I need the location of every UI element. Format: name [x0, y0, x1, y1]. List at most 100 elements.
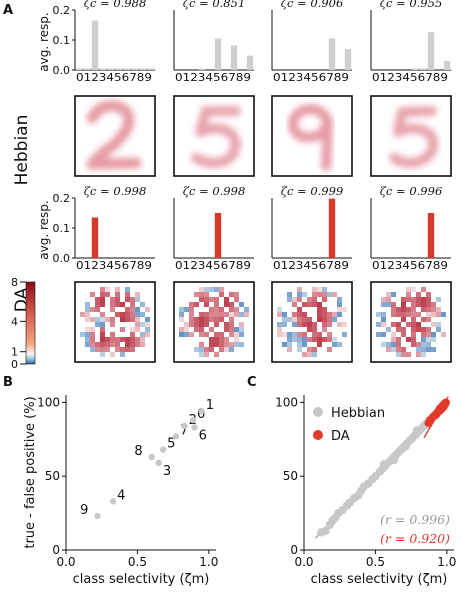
hist-xticks: 0123456789 [76, 260, 152, 272]
r-hebbian: (r = 0.996) [380, 512, 450, 527]
hist-bar [214, 213, 222, 258]
hist-bar [107, 68, 115, 70]
y-tick-label: 50 [283, 469, 298, 483]
legend-marker-da [313, 430, 323, 440]
da-image-row [74, 281, 452, 363]
legend-label-hebbian: Hebbian [331, 406, 385, 421]
hebbian-image-2 [74, 95, 156, 177]
point-label: 5 [167, 437, 175, 452]
scatter-point-da [440, 403, 448, 411]
hist-ytick: 0.1 [53, 222, 71, 235]
hist-zeta: ζc = 0.906 [281, 0, 344, 10]
x-tick-label: 1.0 [199, 555, 218, 569]
hist-panel: ζc = 0.955 0123456789 [370, 0, 451, 84]
scatter-point [189, 416, 197, 424]
scatter-point-da [433, 410, 441, 418]
scatter-point [172, 433, 180, 440]
hist-xticks: 0123456789 [175, 260, 251, 272]
point-label: 9 [80, 503, 88, 518]
hebbian-histogram-row: avg. resp.ζc = 0.98801234567890.00.10.2ζ… [37, 0, 451, 84]
scatter-point-hebbian [321, 526, 330, 536]
hist-ylabel: avg. resp. [37, 200, 51, 259]
hist-panel: ζc = 0.988 0123456789 0.0 0.1 0.2 [53, 0, 155, 84]
legend-marker-hebbian [313, 407, 323, 417]
panel-c-scatter: 0.0 0.5 1.0 0 50 100 class selectivity (ζm) Heb… [275, 395, 456, 587]
hist-panel: ζc = 0.999 0123456789 [271, 184, 352, 272]
point-label: 4 [117, 488, 125, 503]
hist-bar [75, 68, 83, 70]
x-tick-label: 0.5 [128, 555, 147, 569]
scatter-point [198, 408, 205, 415]
scatter-point [191, 424, 198, 431]
x-tick-label: 0.0 [56, 555, 75, 569]
da-image [74, 281, 156, 363]
hist-ytick: 0.2 [53, 4, 71, 17]
panel-label-a: A [3, 3, 13, 18]
hebbian-image-5b [370, 95, 452, 177]
hebbian-image-9 [271, 95, 353, 177]
hist-bar [91, 20, 99, 70]
legend-label-da: DA [331, 429, 350, 444]
da-image [370, 281, 452, 363]
panel-label-b: B [3, 375, 13, 390]
scatter-point-hebbian [389, 455, 399, 465]
hist-bar [83, 68, 91, 70]
y-tick-label: 100 [37, 395, 60, 409]
hebbian-image-row [74, 95, 452, 177]
hist-panel: ζc = 0.906 0123456789 [271, 0, 352, 84]
scatter-point [109, 498, 117, 505]
hist-xticks: 0123456789 [76, 72, 152, 84]
hist-zeta: ζc = 0.998 [183, 184, 246, 198]
point-label: 3 [163, 464, 171, 479]
y-axis-label: true - false positive (%) [23, 396, 38, 548]
hist-bar [443, 61, 451, 70]
hist-bar [99, 68, 107, 70]
point-label: 1 [206, 398, 214, 413]
x-tick-label: 0.5 [366, 555, 385, 569]
hebbian-image-5 [173, 95, 255, 177]
scatter-point [181, 422, 188, 430]
hist-bar [139, 68, 147, 70]
panel-label-c: C [247, 375, 257, 390]
hist-bar [123, 68, 131, 70]
hist-ytick: 0.1 [53, 34, 71, 47]
scatter-point-hebbian [379, 460, 389, 469]
da-histogram-row: avg. resp.ζc = 0.99801234567890.00.10.2ζ… [37, 184, 451, 272]
point-label: 6 [199, 428, 207, 443]
colorbar-tick: 1 [11, 346, 18, 359]
scatter-point [148, 453, 155, 461]
scatter-point [155, 459, 163, 467]
y-tick-label: 0 [52, 543, 60, 557]
colorbar-tick: 8 [11, 276, 18, 289]
hist-bar [411, 68, 419, 70]
hist-bar [115, 68, 123, 70]
hist-bar [246, 55, 254, 70]
hist-panel: ζc = 0.996 0123456789 [370, 184, 451, 272]
hist-xticks: 0123456789 [372, 72, 448, 84]
r-da: (r = 0.920) [380, 531, 450, 546]
x-tick-label: 0.0 [294, 555, 313, 569]
hist-bar [419, 68, 427, 70]
hist-zeta: ζc = 0.851 [183, 0, 246, 10]
scatter-point-hebbian [412, 426, 422, 435]
hist-zeta: ζc = 0.998 [84, 184, 147, 198]
hist-bar [131, 68, 139, 70]
hist-panel: ζc = 0.998 0123456789 [173, 184, 254, 272]
da-image [271, 281, 353, 363]
scatter-point-hebbian [401, 442, 410, 451]
x-axis-label: class selectivity (ζm) [311, 572, 448, 587]
hist-zeta: ζc = 0.955 [380, 0, 443, 10]
hist-zeta: ζc = 0.996 [380, 184, 443, 198]
hist-bar [198, 68, 206, 70]
hist-xticks: 0123456789 [273, 260, 349, 272]
colorbar-tick: 4 [11, 315, 18, 328]
y-tick-label: 50 [45, 469, 60, 483]
hist-bar [147, 68, 155, 70]
hist-zeta: ζc = 0.988 [84, 0, 147, 10]
hist-ytick: 0.2 [53, 192, 71, 205]
hist-bar [91, 217, 99, 258]
point-label: 8 [134, 444, 142, 459]
y-tick-label: 0 [290, 543, 298, 557]
